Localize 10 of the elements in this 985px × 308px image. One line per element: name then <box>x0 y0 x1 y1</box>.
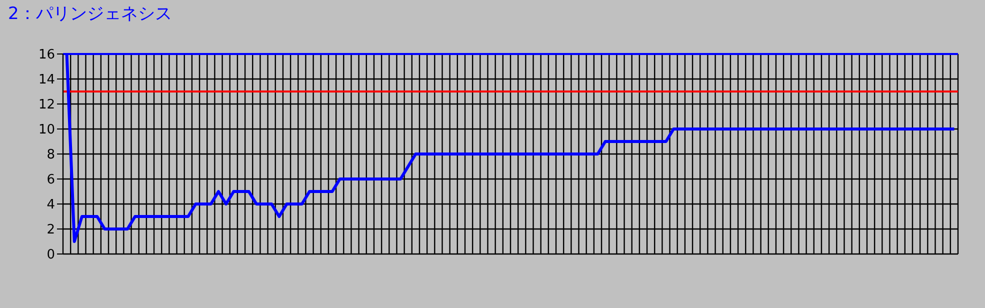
y-tick-label: 10 <box>38 122 55 138</box>
chart-title: 2：パリンジェネシス <box>8 3 172 25</box>
y-tick-label: 12 <box>38 98 55 113</box>
y-tick-label: 16 <box>38 48 55 63</box>
y-tick-label: 14 <box>38 72 55 88</box>
y-tick-label: 0 <box>46 248 55 263</box>
y-tick-label: 2 <box>46 222 55 238</box>
y-tick-label: 6 <box>46 172 55 188</box>
y-tick-label: 8 <box>46 148 55 163</box>
y-tick-label: 4 <box>46 198 55 213</box>
